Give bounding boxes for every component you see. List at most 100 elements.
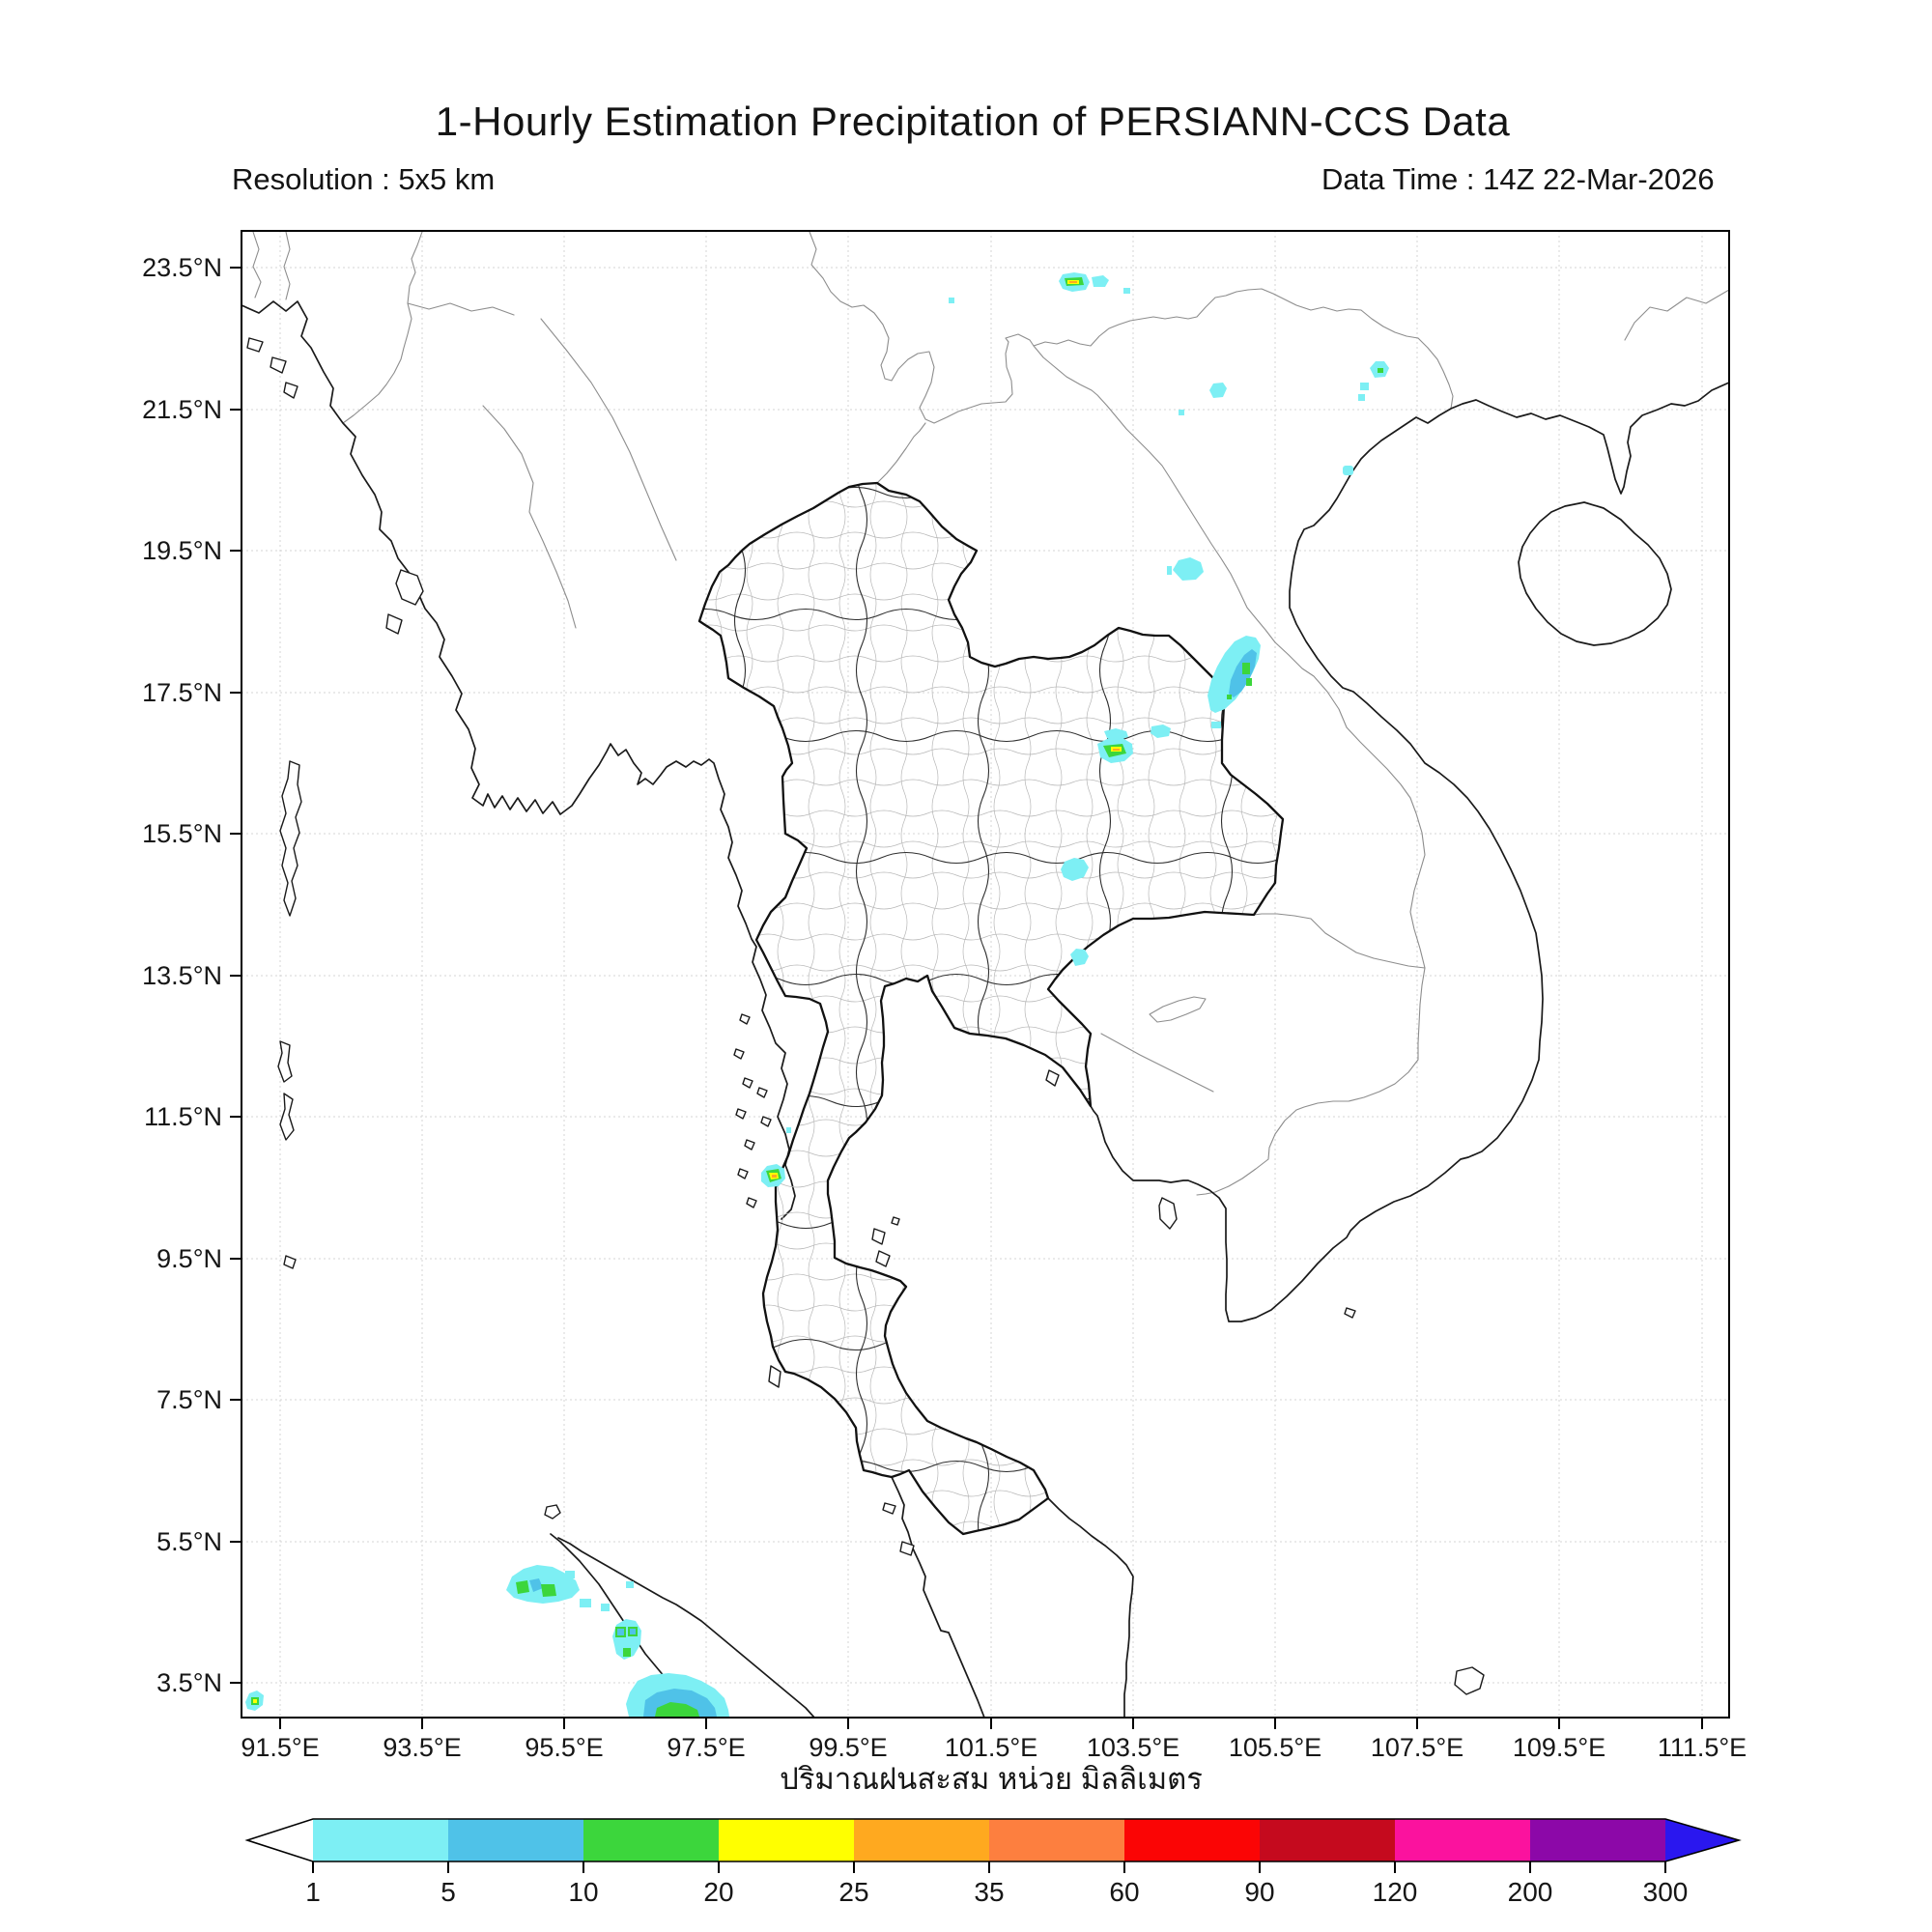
con-son-islet bbox=[1344, 1307, 1356, 1319]
malaysia-west-coast bbox=[891, 1476, 985, 1719]
y-tick-label: 11.5°N bbox=[144, 1102, 222, 1131]
colorbar-tick-label: 10 bbox=[568, 1877, 598, 1907]
x-axis-ticks bbox=[279, 1718, 1703, 1729]
weh-island bbox=[544, 1504, 561, 1520]
y-tick-label: 13.5°N bbox=[142, 961, 222, 990]
x-tick-label: 93.5°E bbox=[383, 1733, 461, 1762]
mergui-islets bbox=[733, 1013, 772, 1208]
precip-patch bbox=[1343, 466, 1353, 475]
precip-patch bbox=[1179, 410, 1184, 415]
tonle-sap-lake bbox=[1149, 996, 1207, 1023]
precip-patch bbox=[1211, 722, 1221, 728]
y-tick-label: 23.5°N bbox=[142, 253, 222, 282]
colorbar-tick-label: 90 bbox=[1244, 1877, 1274, 1907]
precip-patch bbox=[1104, 728, 1128, 740]
y-tick-label: 19.5°N bbox=[142, 536, 222, 565]
precip-patch bbox=[1167, 566, 1172, 575]
nicobar-island bbox=[279, 1093, 295, 1141]
colorbar-tick-label: 1 bbox=[305, 1877, 321, 1907]
precip-patch bbox=[1092, 275, 1109, 287]
precip-patch bbox=[1113, 749, 1120, 751]
precip-patch bbox=[601, 1604, 610, 1611]
precip-patch bbox=[655, 1702, 699, 1717]
graticule-gridlines bbox=[242, 231, 1729, 1718]
colorbar-segment bbox=[1395, 1819, 1530, 1861]
precip-patch bbox=[1173, 557, 1204, 581]
precip-patch bbox=[630, 1629, 636, 1634]
colorbar-tick-label: 60 bbox=[1109, 1877, 1139, 1907]
samui-islands bbox=[871, 1216, 900, 1267]
precip-patch bbox=[565, 1571, 575, 1578]
precip-patch bbox=[1246, 678, 1252, 686]
colorbar-segment bbox=[854, 1819, 989, 1861]
country-borders-gray bbox=[252, 231, 1730, 1196]
precip-patch bbox=[1242, 663, 1250, 674]
colorbar-legend: 1 5 10 20 25 35 60 90 120 200 300 bbox=[244, 1818, 1742, 1907]
colorbar-underflow-arrow bbox=[247, 1819, 313, 1861]
colorbar-tick-label: 5 bbox=[440, 1877, 456, 1907]
y-tick-label: 17.5°N bbox=[142, 678, 222, 707]
precip-patch bbox=[541, 1584, 556, 1597]
precip-patch bbox=[1069, 281, 1077, 283]
delta-island bbox=[283, 382, 298, 399]
cheduba-island bbox=[385, 613, 403, 635]
x-tick-label: 103.5°E bbox=[1087, 1733, 1179, 1762]
precipitation-overlay bbox=[245, 272, 1389, 1717]
x-tick-label: 91.5°E bbox=[241, 1733, 319, 1762]
myanmar-coastline bbox=[241, 300, 796, 1220]
precip-patch bbox=[1061, 858, 1089, 881]
precip-patch bbox=[949, 298, 954, 303]
page-title: 1-Hourly Estimation Precipitation of PER… bbox=[435, 99, 1511, 144]
x-tick-label: 107.5°E bbox=[1371, 1733, 1463, 1762]
colorbar-segment bbox=[1260, 1819, 1395, 1861]
ramree-island bbox=[395, 569, 424, 606]
colorbar-ticks bbox=[312, 1861, 1666, 1873]
penang-island bbox=[899, 1541, 915, 1556]
precip-patch bbox=[626, 1581, 634, 1588]
x-tick-label: 99.5°E bbox=[809, 1733, 887, 1762]
natuna-island bbox=[1454, 1666, 1485, 1695]
phu-quoc-island bbox=[1158, 1197, 1178, 1230]
y-tick-label: 7.5°N bbox=[156, 1385, 222, 1414]
langkawi-island bbox=[882, 1502, 896, 1515]
precip-patch bbox=[1378, 368, 1383, 373]
x-tick-label: 109.5°E bbox=[1513, 1733, 1605, 1762]
colorbar-segment bbox=[583, 1819, 719, 1861]
colorbar-tick-label: 120 bbox=[1373, 1877, 1418, 1907]
coastlines bbox=[241, 300, 1730, 1719]
precip-patch bbox=[1227, 695, 1232, 699]
x-tick-label: 105.5°E bbox=[1229, 1733, 1321, 1762]
precip-patch bbox=[623, 1648, 631, 1657]
ko-chang-island bbox=[1045, 1069, 1060, 1087]
data-time-label: Data Time : 14Z 22-Mar-2026 bbox=[1321, 162, 1715, 196]
nicobar-island bbox=[277, 1040, 293, 1083]
y-tick-label: 3.5°N bbox=[156, 1668, 222, 1697]
colorbar-segment bbox=[448, 1819, 583, 1861]
small-island bbox=[283, 1255, 297, 1269]
precip-patch bbox=[617, 1629, 624, 1635]
colorbar-overflow-arrow bbox=[1665, 1819, 1739, 1861]
malaysia-east-coast bbox=[1047, 1497, 1134, 1719]
precip-patch bbox=[1123, 288, 1130, 294]
colorbar-tick-label: 20 bbox=[703, 1877, 733, 1907]
andaman-islands bbox=[279, 760, 302, 917]
y-axis-ticks bbox=[230, 267, 242, 1684]
x-tick-label: 101.5°E bbox=[945, 1733, 1037, 1762]
precip-patch bbox=[580, 1599, 591, 1607]
colorbar-segment bbox=[719, 1819, 854, 1861]
precip-patch bbox=[772, 1175, 777, 1178]
precip-patch bbox=[529, 1578, 543, 1592]
precip-patch bbox=[1358, 394, 1365, 401]
delta-island bbox=[246, 337, 264, 353]
y-tick-label: 21.5°N bbox=[142, 395, 222, 424]
delta-island bbox=[270, 356, 287, 374]
colorbar-tick-labels: 1 5 10 20 25 35 60 90 120 200 300 bbox=[305, 1877, 1688, 1907]
x-tick-label: 111.5°E bbox=[1658, 1733, 1747, 1762]
y-axis-labels: 23.5°N 21.5°N 19.5°N 17.5°N 15.5°N 13.5°… bbox=[142, 253, 222, 1697]
y-tick-label: 5.5°N bbox=[156, 1527, 222, 1556]
x-tick-label: 97.5°E bbox=[667, 1733, 745, 1762]
map-frame bbox=[230, 230, 1730, 1729]
colorbar-tick-label: 35 bbox=[974, 1877, 1004, 1907]
